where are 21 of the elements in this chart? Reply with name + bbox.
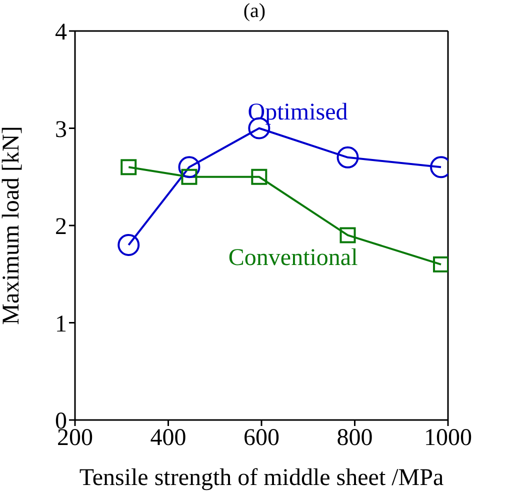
x-tick-label: 1000 [424,425,472,452]
y-tick-label: 1 [55,311,67,338]
y-axis-title: Maximum load [kN] [0,126,25,325]
point [340,227,356,244]
series-label: Conventional [228,245,358,272]
y-tick-label: 4 [55,20,67,46]
x-axis-title: Tensile strength of middle sheet /MPa [79,465,444,491]
y-tick-label: 2 [55,214,67,240]
point [181,168,198,185]
x-tick-label: 600 [244,425,280,452]
series-label: Optimised [248,99,348,126]
chart-title: (a) [243,0,266,22]
y-tick-label: 3 [55,116,67,143]
point [178,156,200,178]
point [120,159,137,176]
x-tick-label: 800 [336,425,373,452]
point [433,256,448,272]
point [336,146,359,168]
x-tick-label: 400 [150,425,186,452]
point [251,168,268,185]
point [118,234,140,256]
